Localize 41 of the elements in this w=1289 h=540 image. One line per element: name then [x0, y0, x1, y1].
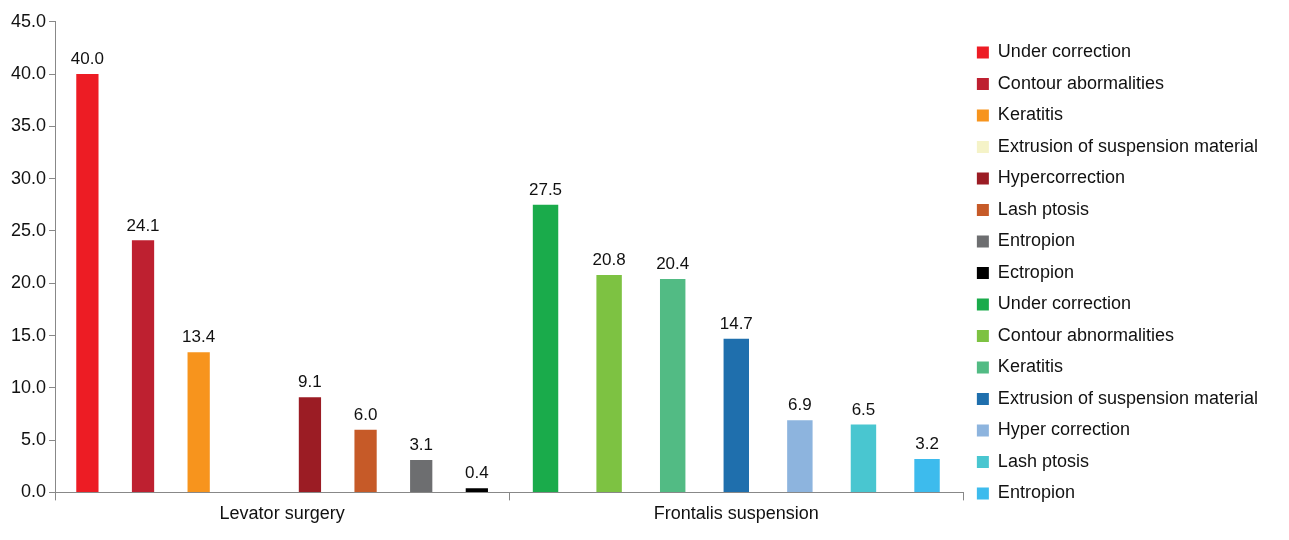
legend-label: Entropion — [997, 482, 1075, 503]
data-label: 20.8 — [592, 250, 626, 270]
legend-label: Extrusion of suspension material — [997, 135, 1259, 156]
data-label: 0.4 — [465, 463, 489, 483]
y-tick-label: 10.0 — [10, 376, 47, 397]
legend-label: Lash ptosis — [997, 198, 1089, 219]
data-label: 6.5 — [851, 399, 876, 419]
y-tick-label: 20.0 — [10, 272, 47, 293]
legend-label: Under correction — [997, 293, 1131, 314]
x-tick-label: Levator surgery — [219, 503, 345, 524]
data-label: 24.1 — [126, 215, 160, 235]
y-tick-label: 40.0 — [10, 63, 47, 84]
y-tick-label: 15.0 — [10, 324, 47, 345]
legend-label: Contour abormalities — [997, 72, 1164, 93]
legend-label: Ectropion — [997, 261, 1074, 282]
data-label: 14.7 — [719, 313, 753, 333]
legend-label: Hypercorrection — [997, 167, 1125, 188]
legend-label: Keratitis — [997, 104, 1063, 125]
y-tick-label: 45.0 — [10, 10, 47, 31]
data-label: 6.0 — [353, 404, 378, 424]
y-tick-label: 0.0 — [21, 481, 47, 502]
legend-label: Hyper correction — [997, 419, 1130, 440]
data-label: 3.2 — [915, 434, 939, 454]
y-tick-label: 35.0 — [10, 115, 47, 136]
data-label: 9.1 — [298, 372, 322, 392]
data-label: 13.4 — [182, 327, 216, 347]
data-label: 40.0 — [70, 49, 104, 69]
y-tick-label: 25.0 — [10, 219, 47, 240]
y-tick-label: 5.0 — [21, 429, 47, 450]
y-tick-label: 30.0 — [10, 167, 47, 188]
legend-label: Entropion — [997, 230, 1075, 251]
legend-label: Contour abnormalities — [997, 324, 1174, 345]
legend-label: Extrusion of suspension material — [997, 387, 1259, 408]
x-tick-label: Frontalis suspension — [653, 503, 819, 524]
legend-label: Under correction — [997, 41, 1131, 62]
data-label: 27.5 — [528, 180, 563, 199]
legend-label: Keratitis — [997, 356, 1063, 377]
data-label: 20.4 — [656, 254, 690, 274]
legend-label: Lash ptosis — [997, 450, 1089, 471]
data-label: 3.1 — [409, 435, 434, 455]
data-label: 6.9 — [788, 395, 812, 415]
